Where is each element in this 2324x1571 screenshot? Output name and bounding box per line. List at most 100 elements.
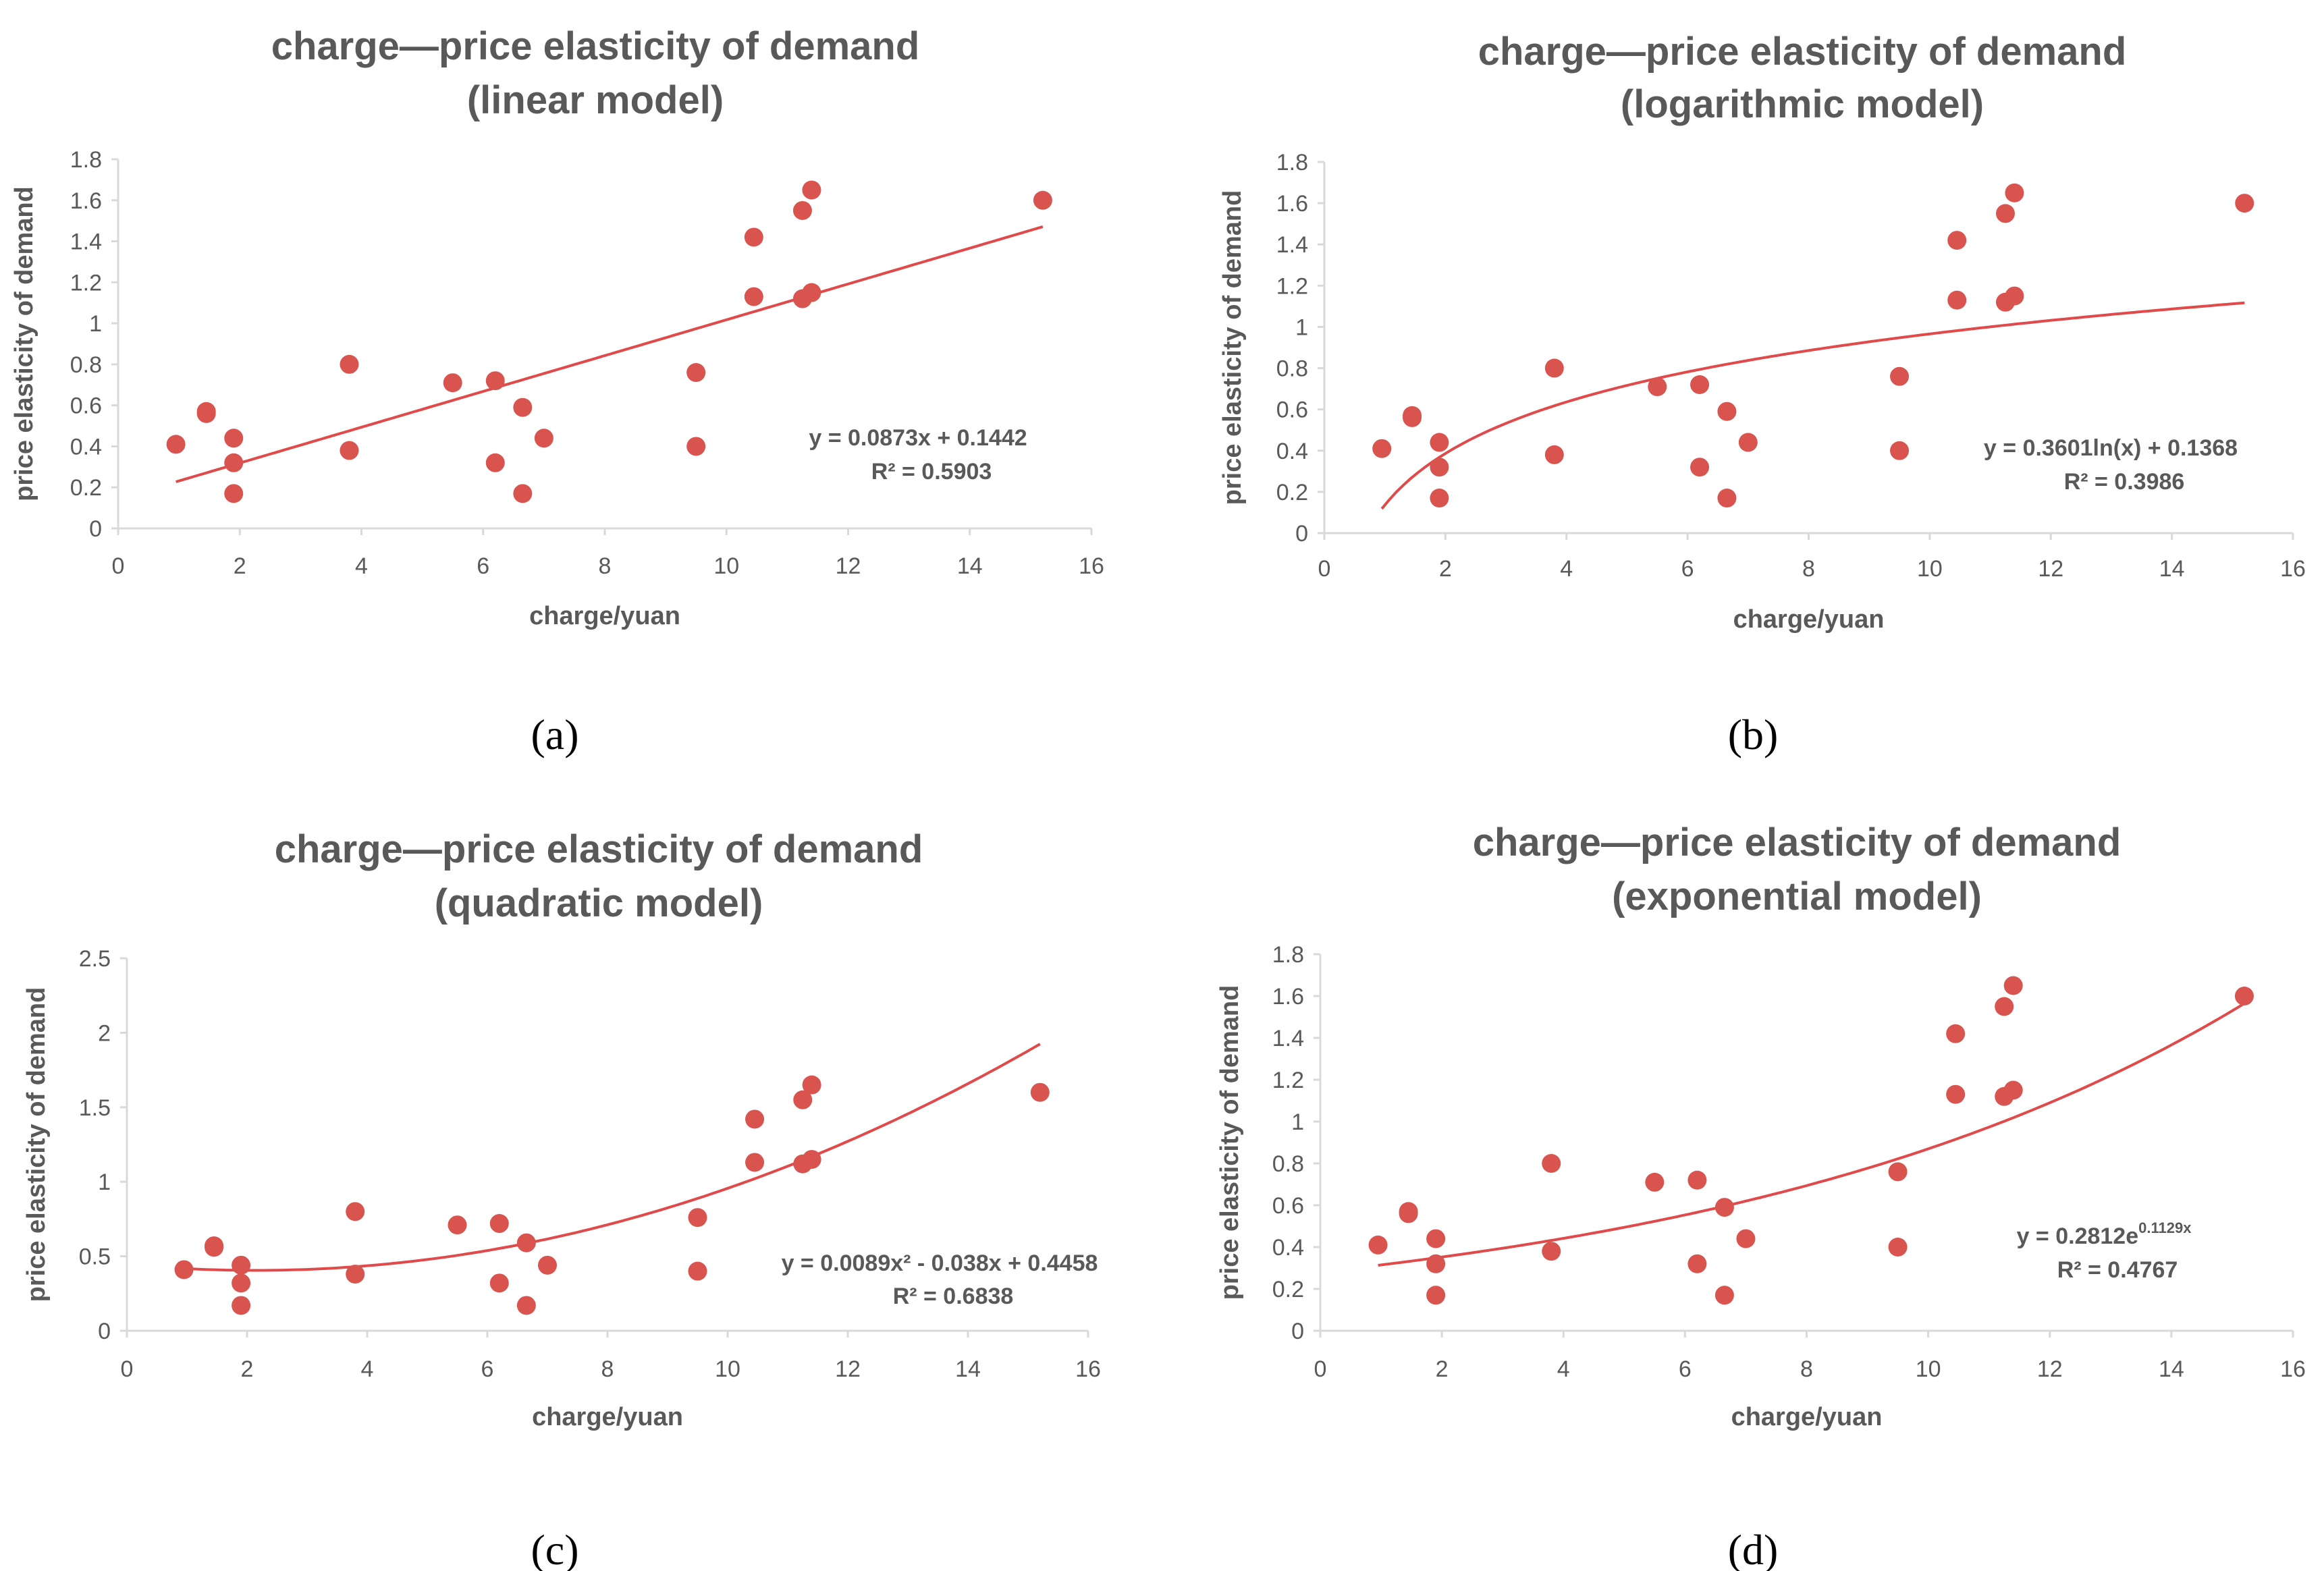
x-tick-label: 14 (957, 553, 983, 579)
data-point (538, 1255, 557, 1275)
data-point (489, 1214, 509, 1234)
data-point (224, 429, 244, 448)
data-point (340, 354, 359, 374)
x-tick-label: 2 (1436, 1356, 1449, 1382)
x-tick-label: 8 (1802, 556, 1815, 582)
data-point (1542, 1242, 1561, 1261)
data-point (224, 453, 244, 472)
data-point (802, 283, 821, 302)
data-point (1738, 433, 1758, 452)
data-point (2005, 286, 2024, 306)
x-tick-label: 8 (599, 553, 612, 579)
x-tick-label: 6 (481, 1356, 494, 1382)
data-point (196, 402, 216, 421)
data-point (1947, 290, 1967, 310)
data-point (1544, 358, 1564, 378)
equation-exponent: 0.1129x (2138, 1219, 2192, 1236)
data-point (1372, 439, 1392, 458)
data-point (1645, 1172, 1665, 1192)
y-axis-title: price elasticity of demand (1218, 190, 1247, 505)
trendline (184, 1043, 1041, 1272)
x-axis-title: charge/yuan (529, 602, 680, 630)
equation-base: y = 0.2812e (2017, 1223, 2139, 1249)
y-tick-label: 0.6 (1272, 1193, 1304, 1219)
data-point (2235, 194, 2254, 213)
data-point (2003, 976, 2023, 995)
data-point (1888, 1162, 1908, 1182)
data-point (1946, 1024, 1966, 1043)
x-axis-title: charge/yuan (532, 1403, 683, 1431)
y-tick-label: 0.6 (1276, 397, 1308, 423)
x-tick-label: 2 (1439, 556, 1452, 582)
data-point (489, 1273, 509, 1293)
data-point (1736, 1229, 1756, 1248)
data-point (1033, 190, 1052, 210)
x-tick-label: 12 (2038, 556, 2063, 582)
data-point (744, 287, 763, 306)
x-tick-label: 2 (241, 1356, 254, 1382)
data-point (346, 1265, 365, 1284)
data-point (1714, 1198, 1734, 1217)
chart-title-line2: (exponential model) (1612, 875, 1982, 918)
x-tick-label: 16 (1075, 1356, 1101, 1382)
data-point (513, 397, 533, 417)
y-tick-label: 1 (1295, 314, 1308, 340)
data-point (2005, 183, 2024, 202)
data-point (205, 1236, 224, 1256)
data-point (224, 484, 244, 503)
y-tick-label: 1.2 (70, 270, 102, 296)
x-tick-label: 4 (1557, 1356, 1570, 1382)
data-point (1890, 366, 1910, 386)
data-point (1430, 433, 1449, 452)
x-tick-label: 14 (955, 1356, 981, 1382)
data-point (232, 1296, 251, 1315)
data-point (1687, 1170, 1707, 1190)
data-point (174, 1260, 194, 1279)
y-tick-label: 0.4 (70, 434, 102, 460)
data-point (513, 484, 533, 503)
data-point (802, 1075, 821, 1095)
data-point (1542, 1154, 1561, 1173)
x-tick-label: 14 (2159, 556, 2185, 582)
y-axis-title: price elasticity of demand (1216, 985, 1244, 1300)
data-point (485, 371, 505, 391)
trendline-equation: y = 0.0089x² - 0.038x + 0.4458 (782, 1250, 1098, 1276)
x-tick-label: 4 (361, 1356, 374, 1382)
y-tick-label: 1.5 (79, 1095, 111, 1121)
x-tick-label: 4 (355, 553, 368, 579)
y-tick-label: 0 (98, 1319, 111, 1344)
y-tick-label: 1.8 (1276, 150, 1308, 175)
x-tick-label: 6 (477, 553, 489, 579)
data-point (516, 1233, 536, 1252)
y-tick-label: 0 (1291, 1319, 1304, 1344)
data-point (340, 441, 359, 460)
data-point (686, 437, 706, 456)
y-tick-label: 0.2 (70, 475, 102, 501)
data-point (1687, 1254, 1707, 1273)
data-point (1714, 1286, 1734, 1305)
y-tick-label: 0.5 (79, 1244, 111, 1270)
panel-caption: (a) (531, 711, 578, 759)
data-point (1648, 377, 1667, 397)
y-tick-label: 0.8 (70, 352, 102, 378)
y-tick-label: 0.4 (1276, 439, 1308, 464)
y-tick-label: 1.6 (70, 188, 102, 214)
data-point (1690, 375, 1710, 394)
x-tick-label: 0 (1314, 1356, 1327, 1382)
data-point (485, 453, 505, 472)
data-point (1995, 204, 2015, 223)
data-point (1717, 489, 1737, 508)
x-tick-label: 16 (2280, 1356, 2306, 1382)
x-axis-title: charge/yuan (1733, 605, 1885, 634)
data-point (1995, 997, 2014, 1016)
y-tick-label: 1.6 (1272, 984, 1304, 1010)
x-tick-label: 4 (1560, 556, 1573, 582)
data-point (745, 1153, 765, 1172)
data-point (802, 1150, 821, 1169)
data-point (802, 180, 821, 200)
x-tick-label: 2 (234, 553, 246, 579)
r-squared-label: R² = 0.6838 (893, 1284, 1014, 1309)
data-point (448, 1215, 467, 1235)
data-point (793, 1090, 813, 1109)
